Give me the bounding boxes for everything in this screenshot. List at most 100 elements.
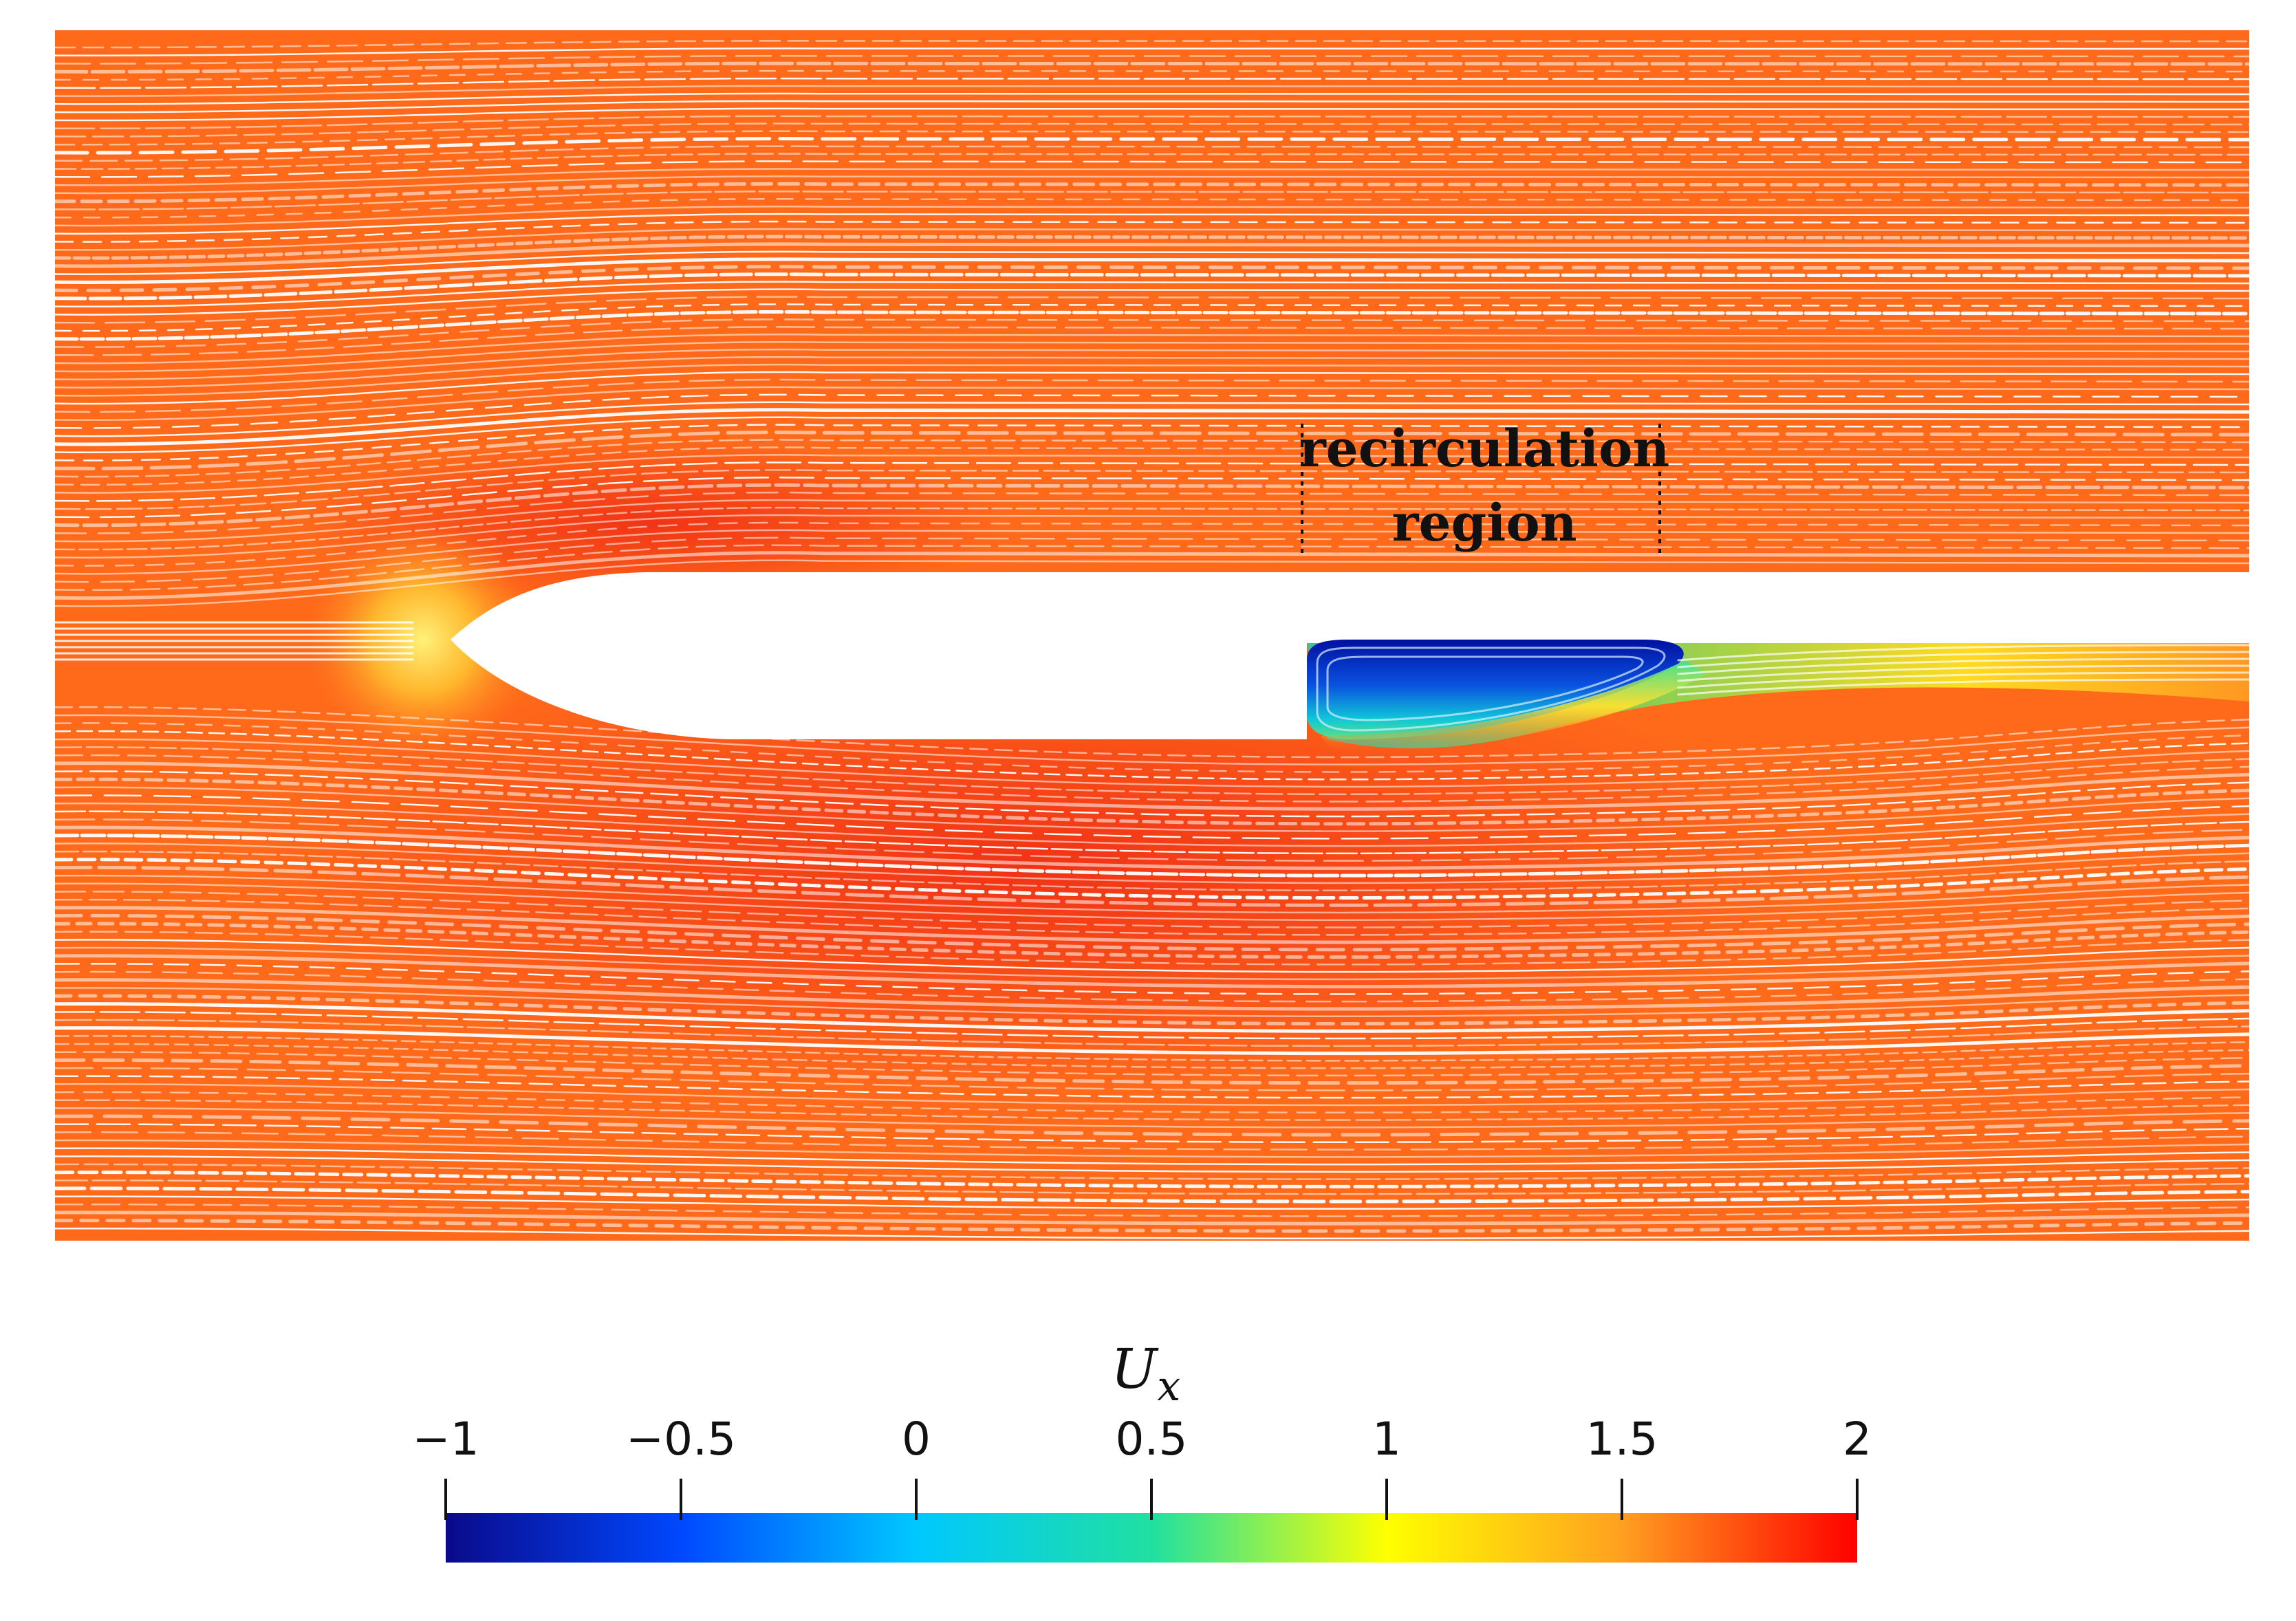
colorbar-tick-label: 2: [1843, 1413, 1872, 1466]
colorbar-ticks: −1 −0.5 0 0.5 1 1.5 2: [412, 1413, 1872, 1520]
streamline: [54, 47, 2251, 57]
colorbar-gradient-bar: [446, 1513, 1857, 1563]
streamline: [53, 954, 2251, 989]
streamline: [53, 1058, 2251, 1085]
annotation-line-1: recirculation: [1299, 420, 1670, 479]
streamline: [54, 730, 2251, 781]
streamline: [54, 506, 2251, 551]
streamline: [54, 1179, 2251, 1195]
streamline: [54, 1019, 2251, 1047]
streamline: [54, 469, 2251, 510]
streamline: [53, 834, 2251, 878]
streamline: [53, 994, 2251, 1026]
streamline: [53, 777, 2251, 826]
streamline: [54, 454, 2251, 494]
streamline: [53, 922, 2251, 959]
streamline: [54, 1091, 2251, 1114]
streamline: [54, 1083, 2251, 1107]
streamline: [53, 137, 2251, 155]
streamline: [54, 160, 2251, 178]
streamline: [54, 303, 2251, 332]
streamline: [54, 1011, 2251, 1040]
recirculation-annotation: recirculation region: [1299, 420, 1670, 556]
streamline: [54, 1131, 2251, 1151]
streamline: [53, 235, 2251, 260]
streamline: [54, 963, 2251, 995]
streamline: [54, 197, 2251, 219]
streamline: [54, 85, 2251, 97]
streamline: [54, 898, 2251, 936]
streamline: [54, 1139, 2251, 1158]
streamline: [53, 865, 2251, 907]
colorbar-tick-label: −0.5: [626, 1413, 736, 1466]
streamline: [53, 1114, 2251, 1137]
streamline: [54, 153, 2251, 170]
streamline: [54, 706, 2251, 759]
streamline: [54, 1227, 2251, 1240]
streamline: [54, 818, 2251, 862]
streamline: [53, 272, 2251, 301]
streamline: [54, 987, 2251, 1018]
colorbar-tick-label: −1: [412, 1413, 479, 1466]
streamline: [1677, 657, 2251, 675]
streamline: [54, 802, 2251, 847]
streamline: [54, 288, 2251, 316]
streamline: [53, 309, 2251, 341]
streamline: [54, 281, 2251, 308]
streamline: [54, 416, 2251, 454]
streamline: [1677, 664, 2251, 682]
streamline: [54, 746, 2251, 796]
streamline: [54, 386, 2251, 421]
streamline: [54, 850, 2251, 892]
streamline: [54, 491, 2251, 534]
streamline: [54, 891, 2251, 928]
streamline: [54, 446, 2251, 486]
streamline: [54, 228, 2251, 251]
streamline: [54, 1035, 2251, 1062]
recirculation-swirl-lines: [1316, 646, 1666, 732]
streamline: [54, 424, 2251, 461]
streamline: [54, 882, 2251, 922]
streamline: [54, 770, 2251, 818]
streamline: [54, 1051, 2251, 1077]
streamline: [53, 182, 2251, 204]
streamline: [53, 483, 2251, 527]
streamline: [54, 786, 2251, 832]
streamline: [53, 1171, 2251, 1188]
streamline: [54, 205, 2251, 227]
streamline: [53, 551, 2251, 600]
streamline: [54, 130, 2251, 146]
colorbar-tick-label: 0.5: [1116, 1413, 1188, 1466]
streamline: [54, 333, 2251, 365]
streamline: [54, 393, 2251, 429]
streamline: [54, 1203, 2251, 1217]
streamline: [53, 61, 2251, 74]
streamline: [54, 55, 2251, 65]
accelerated-region-bottom: [241, 640, 1823, 1094]
streamline: [53, 906, 2251, 944]
streamline: [1677, 651, 2251, 668]
streamline: [54, 122, 2251, 138]
streamline: [54, 348, 2251, 380]
streamline: [1677, 671, 2251, 689]
streamline: [54, 1099, 2251, 1121]
streamline: [54, 810, 2251, 855]
streamline: [54, 69, 2251, 81]
streamline: [53, 1210, 2251, 1226]
streamline: [54, 521, 2251, 567]
annotation-line-2: region: [1391, 494, 1577, 553]
streamline: [54, 874, 2251, 914]
streamline: [54, 220, 2251, 243]
streamline: [54, 970, 2251, 1003]
streamline: [54, 1123, 2251, 1144]
streamline: [54, 714, 2251, 765]
streamline: [54, 168, 2251, 186]
streamline: [54, 318, 2251, 348]
streamline: [54, 842, 2251, 884]
streamline: [54, 115, 2251, 130]
streamline: [53, 761, 2251, 811]
streamline: [53, 978, 2251, 1011]
streamline: [54, 514, 2251, 559]
streamline: [54, 296, 2251, 324]
